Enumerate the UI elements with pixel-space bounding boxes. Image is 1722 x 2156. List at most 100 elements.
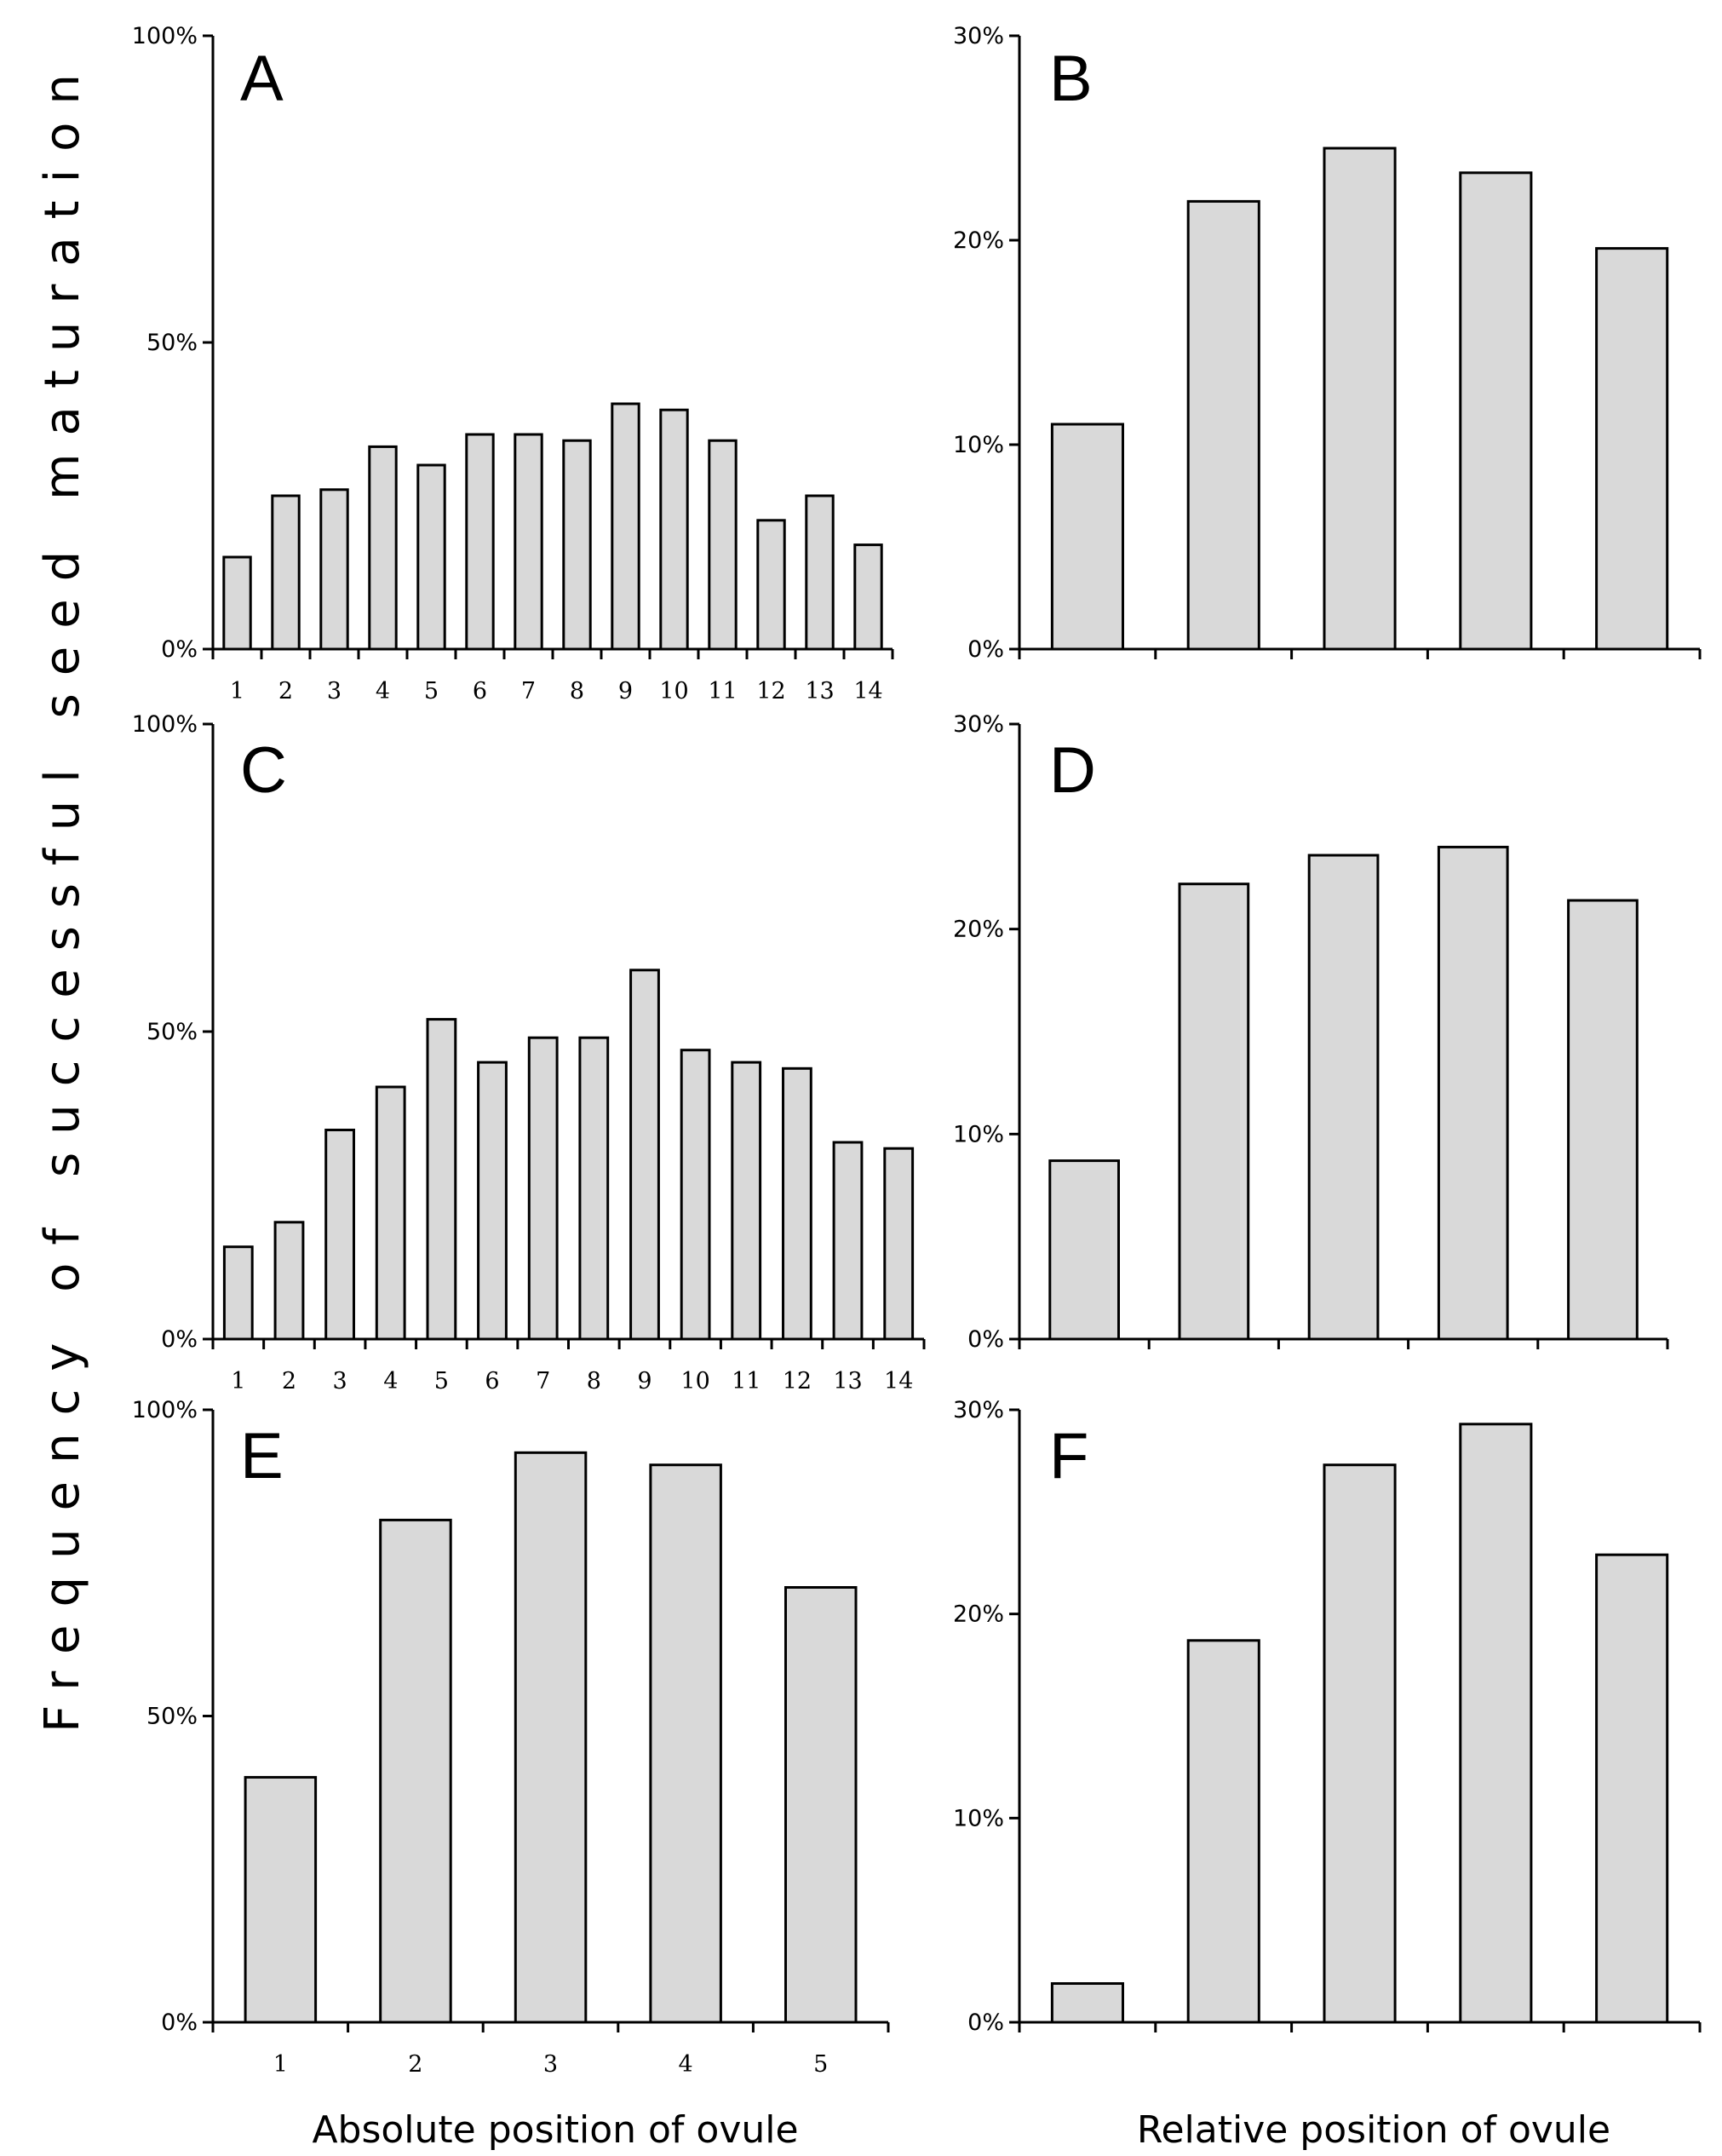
x-tick-label: 5	[434, 1368, 449, 1394]
x-axis-title-absolute: Absolute position of ovule	[312, 2108, 798, 2152]
bar-a-6	[465, 433, 495, 651]
y-axis-title: Frequency of successful seed maturation	[35, 56, 90, 1733]
x-tick-label: 1	[231, 1368, 245, 1394]
y-tick-label: 30%	[953, 711, 1004, 738]
bar-c-12	[782, 1067, 812, 1341]
bar-c-4	[375, 1085, 406, 1341]
x-tick-label: 1	[230, 678, 244, 704]
bar-c-13	[832, 1141, 864, 1341]
bar-d-2	[1178, 883, 1250, 1341]
bar-c-3	[324, 1129, 356, 1341]
x-tick-label: 5	[424, 678, 439, 704]
panel-letter-e: E	[240, 1420, 284, 1492]
x-tick-label: 4	[383, 1368, 398, 1394]
x-tick-label: 4	[376, 678, 390, 704]
y-tick-label: 0%	[161, 2009, 198, 2036]
panel-c: 0%50%100%1 2 3 4 5 6 7 8 9 10 11 12 13 14C	[132, 711, 926, 1394]
bar-b-4	[1459, 171, 1533, 651]
y-tick-label: 20%	[953, 1601, 1004, 1628]
bar-a-12	[756, 519, 786, 651]
x-tick-label: 8	[587, 1368, 601, 1394]
x-tick-label: 12	[756, 678, 785, 704]
bar-e-4	[649, 1463, 722, 2024]
y-tick-label: 50%	[146, 1019, 198, 1045]
y-tick-label: 100%	[132, 711, 198, 738]
y-tick-label: 30%	[953, 23, 1004, 49]
bar-a-13	[805, 494, 835, 651]
x-tick-label: 11	[732, 1368, 761, 1394]
x-tick-label: 3	[543, 2051, 558, 2078]
panel-letter-a: A	[240, 43, 284, 115]
x-tick-label: 3	[327, 678, 342, 704]
bar-a-2	[271, 494, 301, 651]
panel-letter-d: D	[1049, 734, 1096, 807]
y-tick-label: 10%	[953, 1121, 1004, 1147]
x-tick-label: 9	[637, 1368, 651, 1394]
x-tick-label: 6	[485, 1368, 499, 1394]
bar-c-9	[629, 969, 660, 1341]
x-tick-label: 14	[884, 1368, 913, 1394]
x-tick-label: 9	[618, 678, 633, 704]
bar-b-1	[1050, 423, 1125, 651]
panel-b: 0% 10% 20% 30% B	[953, 23, 1702, 663]
x-tick-label: 7	[521, 678, 536, 704]
bar-a-8	[562, 439, 592, 651]
y-tick-label: 20%	[953, 917, 1004, 943]
bar-a-9	[611, 402, 640, 651]
x-tick-label: 2	[282, 1368, 296, 1394]
x-tick-label: 1	[273, 2051, 288, 2078]
y-tick-label: 10%	[953, 432, 1004, 458]
bar-a-5	[416, 463, 446, 651]
bar-d-4	[1437, 845, 1509, 1341]
bar-c-7	[527, 1036, 559, 1341]
x-tick-label: 13	[805, 678, 834, 704]
bar-c-1	[222, 1245, 254, 1341]
bar-a-1	[222, 555, 252, 651]
panel-d: 0% 10% 20% 30% D	[953, 711, 1669, 1353]
bar-d-5	[1567, 899, 1639, 1341]
bar-f-1	[1050, 1982, 1125, 2024]
bar-c-5	[426, 1018, 457, 1341]
bar-e-2	[379, 1518, 452, 2024]
bar-a-10	[659, 408, 689, 651]
x-tick-label: 3	[333, 1368, 347, 1394]
x-axis-title-relative: Relative position of ovule	[1137, 2108, 1610, 2152]
bar-d-1	[1048, 1159, 1121, 1341]
bar-c-6	[477, 1061, 508, 1341]
x-tick-label: 5	[813, 2051, 828, 2078]
panel-a: 0%50%100%1 2 3 4 5 6 7 8 9 10 11 12 13 14A	[132, 23, 894, 704]
bar-c-14	[883, 1147, 915, 1341]
y-tick-label: 30%	[953, 1397, 1004, 1423]
x-tick-label: 10	[659, 678, 688, 704]
y-tick-label: 20%	[953, 227, 1004, 254]
bar-c-10	[680, 1049, 711, 1341]
y-tick-label: 0%	[161, 1326, 198, 1353]
x-tick-label: 14	[853, 678, 882, 704]
bar-c-2	[273, 1221, 305, 1341]
x-tick-label: 7	[536, 1368, 550, 1394]
x-tick-label: 12	[783, 1368, 812, 1394]
y-tick-label: 0%	[967, 2009, 1004, 2036]
y-tick-label: 10%	[953, 1805, 1004, 1831]
panel-letter-f: F	[1049, 1420, 1088, 1492]
bar-e-5	[784, 1586, 858, 2024]
bar-d-3	[1307, 854, 1380, 1341]
bar-c-8	[578, 1036, 610, 1341]
y-tick-label: 0%	[161, 636, 198, 663]
panel-e: 0% 50% 100% 1 2 3 4 5 E	[132, 1397, 890, 2078]
bar-a-4	[368, 445, 398, 651]
bar-a-14	[853, 543, 883, 651]
bar-a-3	[319, 488, 349, 651]
bar-b-5	[1595, 247, 1669, 651]
bar-e-3	[514, 1451, 588, 2024]
panel-letter-c: C	[240, 734, 287, 807]
bar-f-5	[1595, 1553, 1669, 2024]
bar-f-4	[1459, 1423, 1533, 2024]
bar-e-1	[244, 1775, 318, 2024]
x-tick-label: 11	[708, 678, 737, 704]
bar-b-3	[1323, 147, 1397, 651]
x-tick-label: 10	[680, 1368, 709, 1394]
x-tick-label: 4	[679, 2051, 693, 2078]
x-tick-label: 2	[408, 2051, 422, 2078]
